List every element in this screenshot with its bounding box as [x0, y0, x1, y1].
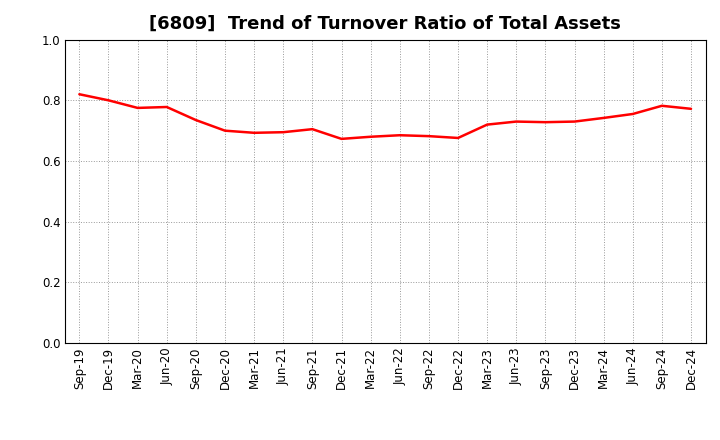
Title: [6809]  Trend of Turnover Ratio of Total Assets: [6809] Trend of Turnover Ratio of Total … [149, 15, 621, 33]
